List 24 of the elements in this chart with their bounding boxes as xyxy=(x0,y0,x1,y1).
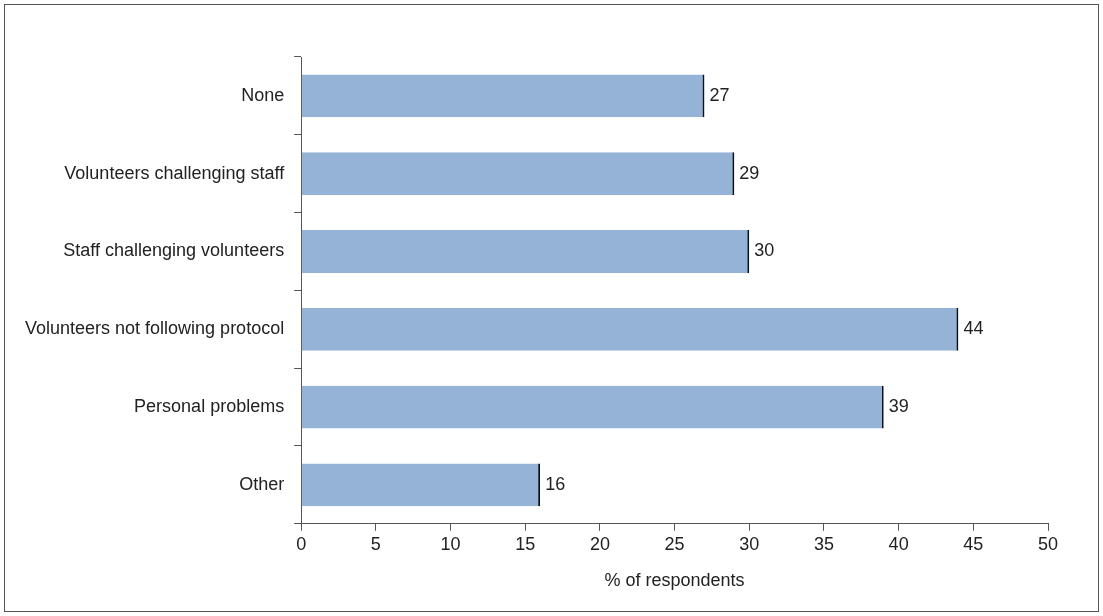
x-tick-label: 50 xyxy=(1037,533,1059,554)
y-tick-label: Other xyxy=(239,473,285,494)
data-label: 39 xyxy=(888,396,909,417)
x-tick-label: 30 xyxy=(739,533,760,554)
x-tick-label: 20 xyxy=(589,533,610,554)
x-tick-label: 5 xyxy=(370,533,381,554)
x-tick-label: 35 xyxy=(813,533,834,554)
x-axis-title: % of respondents xyxy=(604,570,745,591)
data-label: 44 xyxy=(963,318,984,339)
x-tick-label: 40 xyxy=(888,533,909,554)
y-tick-label: Volunteers not following protocol xyxy=(24,318,285,339)
x-tick-label: 0 xyxy=(296,533,307,554)
y-tick-label: Personal problems xyxy=(134,396,285,417)
y-tick-label: Staff challenging volunteers xyxy=(63,240,285,261)
data-label: 29 xyxy=(739,162,760,183)
data-label: 27 xyxy=(709,84,730,105)
x-tick-label: 15 xyxy=(515,533,536,554)
data-label: 30 xyxy=(754,240,775,261)
y-tick-label: None xyxy=(241,84,285,105)
x-tick-label: 25 xyxy=(664,533,685,554)
data-label: 16 xyxy=(545,473,566,494)
x-tick-label: 10 xyxy=(440,533,461,554)
x-tick-label: 45 xyxy=(963,533,984,554)
y-tick-label: Volunteers challenging staff xyxy=(64,162,286,183)
